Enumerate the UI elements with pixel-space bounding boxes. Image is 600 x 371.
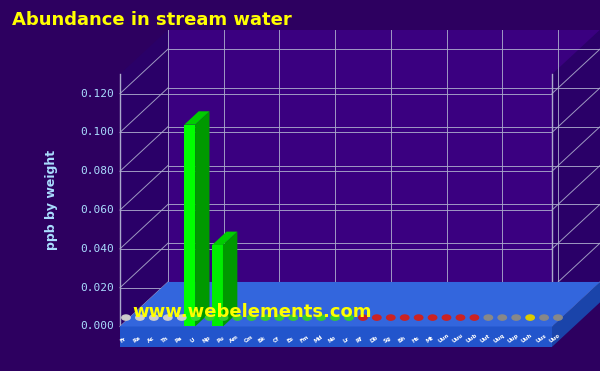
- Text: Uuo: Uuo: [548, 333, 562, 344]
- Text: Bk: Bk: [257, 335, 267, 344]
- Polygon shape: [223, 232, 238, 326]
- Polygon shape: [552, 30, 600, 326]
- Text: 0.040: 0.040: [80, 244, 114, 254]
- Text: ppb by weight: ppb by weight: [44, 150, 58, 250]
- Circle shape: [345, 315, 353, 320]
- Text: 0.100: 0.100: [80, 127, 114, 137]
- Polygon shape: [168, 30, 600, 282]
- Text: 0.000: 0.000: [80, 322, 114, 331]
- Text: 0.020: 0.020: [80, 283, 114, 293]
- Circle shape: [470, 315, 479, 320]
- Text: Pa: Pa: [174, 335, 183, 344]
- Polygon shape: [120, 30, 168, 326]
- Circle shape: [373, 315, 381, 320]
- Circle shape: [122, 315, 130, 320]
- Circle shape: [247, 315, 256, 320]
- Text: Lr: Lr: [342, 336, 350, 344]
- Text: Uub: Uub: [465, 333, 478, 344]
- Circle shape: [540, 315, 548, 320]
- Text: Sg: Sg: [383, 335, 392, 344]
- Polygon shape: [120, 326, 552, 347]
- Text: Db: Db: [369, 335, 379, 344]
- Circle shape: [220, 315, 228, 320]
- Text: 0.080: 0.080: [80, 166, 114, 176]
- Polygon shape: [552, 282, 600, 347]
- Text: Uuu: Uuu: [451, 333, 464, 344]
- Text: Ac: Ac: [146, 335, 155, 344]
- Circle shape: [205, 315, 214, 320]
- Circle shape: [178, 315, 186, 320]
- Polygon shape: [212, 232, 238, 245]
- Text: Uut: Uut: [479, 334, 491, 344]
- Text: 0.120: 0.120: [80, 89, 114, 99]
- Text: www.webelements.com: www.webelements.com: [132, 303, 372, 321]
- Text: Np: Np: [202, 335, 212, 344]
- Circle shape: [415, 315, 423, 320]
- Text: Fr: Fr: [119, 336, 127, 344]
- Circle shape: [331, 315, 339, 320]
- Text: Fm: Fm: [299, 334, 310, 344]
- Circle shape: [526, 315, 535, 320]
- Circle shape: [149, 315, 158, 320]
- Polygon shape: [212, 245, 223, 326]
- Text: No: No: [327, 335, 337, 344]
- Circle shape: [164, 315, 172, 320]
- Text: Pu: Pu: [216, 335, 225, 344]
- Text: Uuq: Uuq: [493, 333, 506, 344]
- Polygon shape: [195, 111, 209, 326]
- Text: Es: Es: [286, 336, 295, 344]
- Circle shape: [456, 315, 464, 320]
- Text: Rf: Rf: [356, 336, 364, 344]
- Circle shape: [484, 315, 493, 320]
- Circle shape: [233, 315, 242, 320]
- Text: 0.060: 0.060: [80, 205, 114, 215]
- Circle shape: [261, 315, 269, 320]
- Text: Uup: Uup: [506, 333, 520, 344]
- Polygon shape: [120, 282, 600, 326]
- Circle shape: [359, 315, 367, 320]
- Circle shape: [136, 315, 144, 320]
- Text: Uun: Uun: [437, 333, 450, 344]
- Text: Mt: Mt: [425, 335, 434, 344]
- Circle shape: [317, 315, 325, 320]
- Text: Th: Th: [160, 335, 169, 344]
- Text: Am: Am: [229, 334, 240, 344]
- Circle shape: [512, 315, 520, 320]
- Text: Cf: Cf: [272, 336, 280, 344]
- Circle shape: [386, 315, 395, 320]
- Circle shape: [498, 315, 506, 320]
- Text: Uus: Uus: [535, 333, 547, 344]
- Circle shape: [275, 315, 283, 320]
- Circle shape: [289, 315, 298, 320]
- Text: Ra: Ra: [132, 335, 142, 344]
- Circle shape: [191, 315, 200, 320]
- Polygon shape: [184, 125, 195, 326]
- Circle shape: [428, 315, 437, 320]
- Text: Uuh: Uuh: [521, 333, 533, 344]
- Polygon shape: [184, 111, 209, 125]
- Circle shape: [554, 315, 562, 320]
- Text: Md: Md: [313, 334, 323, 344]
- Text: Bh: Bh: [397, 335, 406, 344]
- Circle shape: [303, 315, 311, 320]
- Text: Abundance in stream water: Abundance in stream water: [12, 11, 292, 29]
- Text: Cm: Cm: [243, 334, 254, 344]
- Text: Hs: Hs: [411, 335, 421, 344]
- Text: U: U: [190, 337, 196, 344]
- Circle shape: [401, 315, 409, 320]
- Circle shape: [442, 315, 451, 320]
